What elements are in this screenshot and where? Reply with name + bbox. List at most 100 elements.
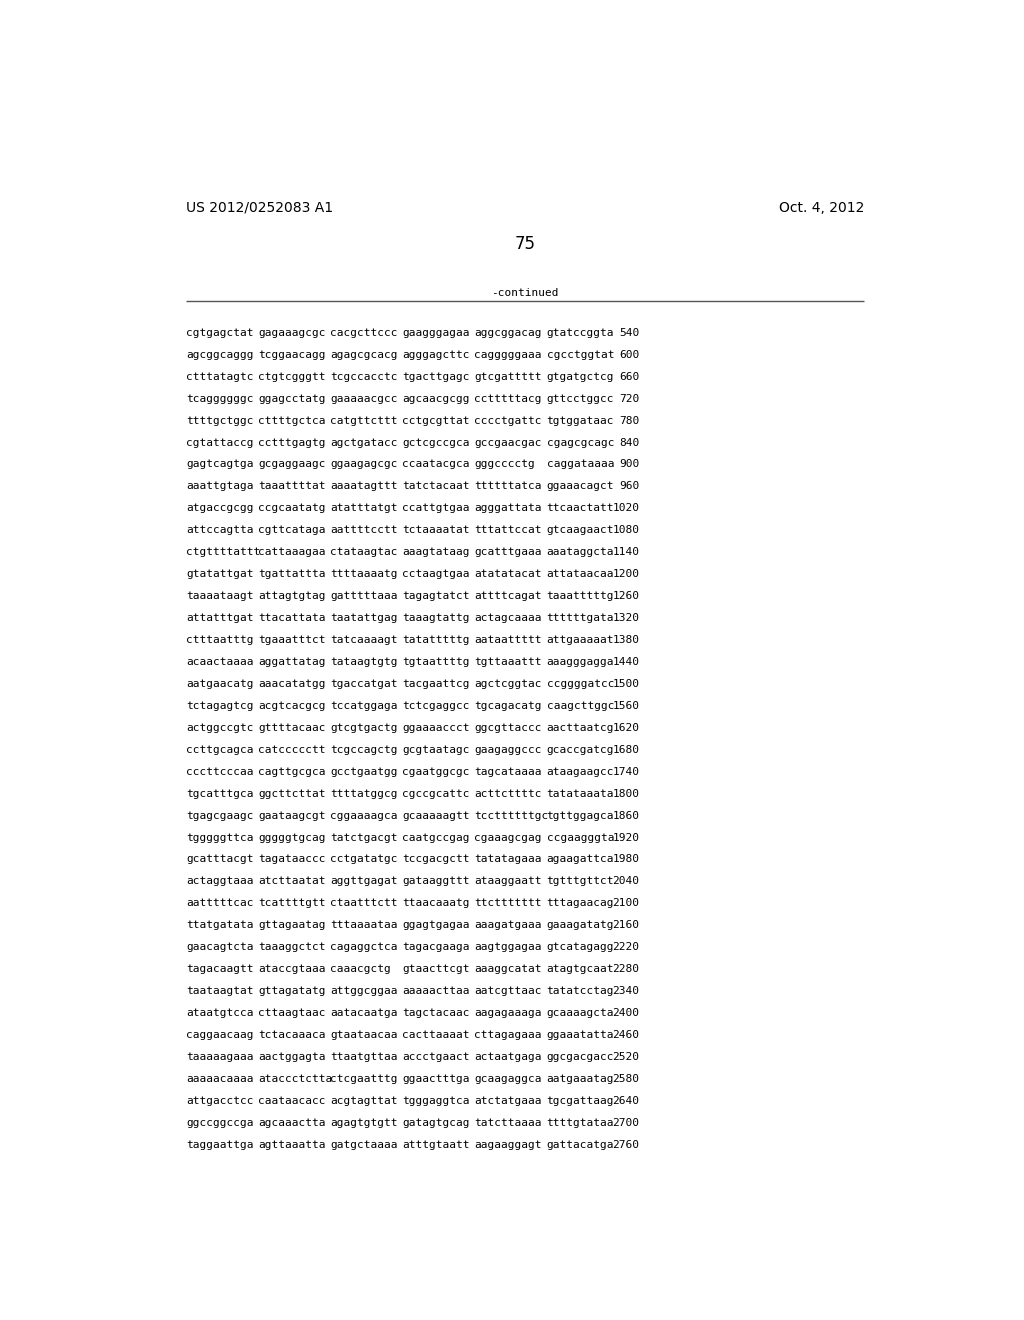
Text: tcggaacagg: tcggaacagg [258,350,326,360]
Text: tagcataaaa: tagcataaaa [474,767,542,776]
Text: tagacaagtt: tagacaagtt [186,964,254,974]
Text: ctaatttctt: ctaatttctt [331,899,397,908]
Text: tagataaccc: tagataaccc [258,854,326,865]
Text: gattacatga: gattacatga [547,1139,614,1150]
Text: 1800: 1800 [612,788,640,799]
Text: ttcttttttt: ttcttttttt [474,899,542,908]
Text: 2640: 2640 [612,1096,640,1106]
Text: 780: 780 [620,416,640,425]
Text: tatatagaaa: tatatagaaa [474,854,542,865]
Text: US 2012/0252083 A1: US 2012/0252083 A1 [186,201,333,215]
Text: taggaattga: taggaattga [186,1139,254,1150]
Text: caagcttggc: caagcttggc [547,701,614,711]
Text: cggaaaagca: cggaaaagca [331,810,397,821]
Text: 75: 75 [514,235,536,253]
Text: cctttttacg: cctttttacg [474,393,542,404]
Text: gtatattgat: gtatattgat [186,569,254,579]
Text: gtcgattttt: gtcgattttt [474,372,542,381]
Text: gtcaagaact: gtcaagaact [547,525,614,536]
Text: agcaacgcgg: agcaacgcgg [402,393,470,404]
Text: 1140: 1140 [612,548,640,557]
Text: atcttaatat: atcttaatat [258,876,326,887]
Text: 2160: 2160 [612,920,640,931]
Text: aaaaacttaa: aaaaacttaa [402,986,470,997]
Text: gcaccgatcg: gcaccgatcg [547,744,614,755]
Text: cattaaagaa: cattaaagaa [258,548,326,557]
Text: ggcttcttat: ggcttcttat [258,788,326,799]
Text: agaagattca: agaagattca [547,854,614,865]
Text: taaattttat: taaattttat [258,482,326,491]
Text: gggcccctg: gggcccctg [474,459,536,470]
Text: gatagtgcag: gatagtgcag [402,1118,470,1127]
Text: tgaaatttct: tgaaatttct [258,635,326,645]
Text: 1500: 1500 [612,678,640,689]
Text: cctttgagtg: cctttgagtg [258,437,326,447]
Text: 2520: 2520 [612,1052,640,1063]
Text: gttcctggcc: gttcctggcc [547,393,614,404]
Text: aaagggagga: aaagggagga [547,657,614,667]
Text: gagaaagcgc: gagaaagcgc [258,327,326,338]
Text: ttttgtataa: ttttgtataa [547,1118,614,1127]
Text: tatctacaat: tatctacaat [402,482,470,491]
Text: 1320: 1320 [612,612,640,623]
Text: 2100: 2100 [612,899,640,908]
Text: taatattgag: taatattgag [331,612,397,623]
Text: aggttgagat: aggttgagat [331,876,397,887]
Text: tatcttaaaa: tatcttaaaa [474,1118,542,1127]
Text: taaaaagaaa: taaaaagaaa [186,1052,254,1063]
Text: ggagtgagaa: ggagtgagaa [402,920,470,931]
Text: aattttcctt: aattttcctt [331,525,397,536]
Text: ctttatagtc: ctttatagtc [186,372,254,381]
Text: actaggtaaa: actaggtaaa [186,876,254,887]
Text: cgcctggtat: cgcctggtat [547,350,614,360]
Text: tgtggataac: tgtggataac [547,416,614,425]
Text: accctgaact: accctgaact [402,1052,470,1063]
Text: aaaatagttt: aaaatagttt [331,482,397,491]
Text: catgttcttt: catgttcttt [331,416,397,425]
Text: gaaaaacgcc: gaaaaacgcc [331,393,397,404]
Text: acaactaaaa: acaactaaaa [186,657,254,667]
Text: gcatttacgt: gcatttacgt [186,854,254,865]
Text: ttttgctggc: ttttgctggc [186,416,254,425]
Text: tcgccagctg: tcgccagctg [331,744,397,755]
Text: gctcgccgca: gctcgccgca [402,437,470,447]
Text: cgttcataga: cgttcataga [258,525,326,536]
Text: ataatgtcca: ataatgtcca [186,1008,254,1018]
Text: 2460: 2460 [612,1030,640,1040]
Text: tatctgacgt: tatctgacgt [331,833,397,842]
Text: ggcgttaccc: ggcgttaccc [474,723,542,733]
Text: gccgaacgac: gccgaacgac [474,437,542,447]
Text: gtcgtgactg: gtcgtgactg [331,723,397,733]
Text: gaagggagaa: gaagggagaa [402,327,470,338]
Text: cacgcttccc: cacgcttccc [331,327,397,338]
Text: tccgacgctt: tccgacgctt [402,854,470,865]
Text: ggaactttga: ggaactttga [402,1074,470,1084]
Text: agttaaatta: agttaaatta [258,1139,326,1150]
Text: tacgaattcg: tacgaattcg [402,678,470,689]
Text: tcgccacctc: tcgccacctc [331,372,397,381]
Text: ccggggatcc: ccggggatcc [547,678,614,689]
Text: ccgcaatatg: ccgcaatatg [258,503,326,513]
Text: tatataaata: tatataaata [547,788,614,799]
Text: agggattata: agggattata [474,503,542,513]
Text: tatatcctag: tatatcctag [547,986,614,997]
Text: caataacacc: caataacacc [258,1096,326,1106]
Text: gaataagcgt: gaataagcgt [258,810,326,821]
Text: cgaaagcgag: cgaaagcgag [474,833,542,842]
Text: 1020: 1020 [612,503,640,513]
Text: tgacttgagc: tgacttgagc [402,372,470,381]
Text: tgtttgttct: tgtttgttct [547,876,614,887]
Text: taaaggctct: taaaggctct [258,942,326,952]
Text: attttcagat: attttcagat [474,591,542,601]
Text: ataaggaatt: ataaggaatt [474,876,542,887]
Text: agctgatacc: agctgatacc [331,437,397,447]
Text: tccatggaga: tccatggaga [331,701,397,711]
Text: Oct. 4, 2012: Oct. 4, 2012 [779,201,864,215]
Text: tttaaaataa: tttaaaataa [331,920,397,931]
Text: cttaagtaac: cttaagtaac [258,1008,326,1018]
Text: 2700: 2700 [612,1118,640,1127]
Text: cagttgcgca: cagttgcgca [258,767,326,776]
Text: catccccctt: catccccctt [258,744,326,755]
Text: aactggagta: aactggagta [258,1052,326,1063]
Text: gtcatagagg: gtcatagagg [547,942,614,952]
